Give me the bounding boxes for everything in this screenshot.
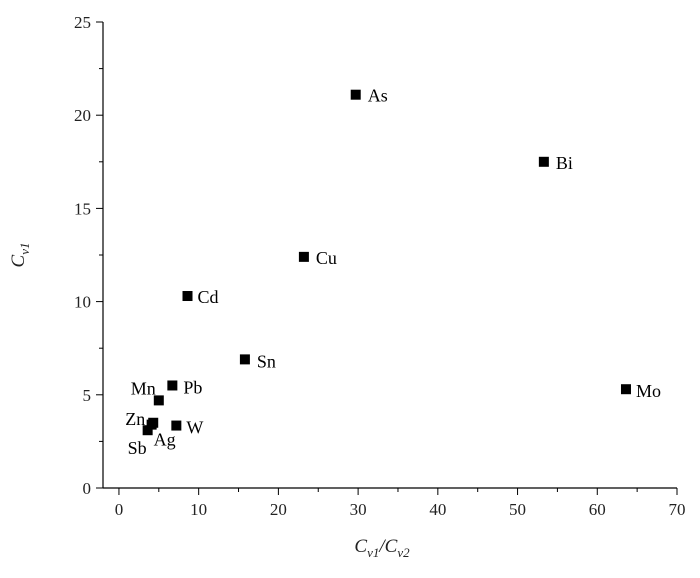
data-point-bi [538, 156, 549, 167]
point-label-cd: Cd [198, 287, 219, 307]
x-tick-label: 30 [350, 500, 367, 519]
point-label-bi: Bi [556, 153, 573, 173]
y-tick-label: 0 [83, 479, 92, 498]
x-tick-label: 20 [270, 500, 287, 519]
point-label-mo: Mo [636, 381, 661, 401]
data-point-sb [142, 425, 153, 436]
data-point-cd [182, 291, 193, 302]
point-label-w: W [186, 418, 203, 438]
point-label-sn: Sn [257, 351, 276, 371]
x-tick-label: 0 [115, 500, 124, 519]
data-point-sn [239, 354, 250, 365]
data-points [142, 89, 631, 436]
x-tick-label: 40 [429, 500, 446, 519]
x-tick-label: 70 [669, 500, 686, 519]
y-tick-label: 20 [74, 106, 91, 125]
y-tick-label: 25 [74, 13, 91, 32]
ticks: 0 10 20 30 40 50 60 70 0 5 10 15 20 25 [74, 13, 686, 519]
point-labels: As Bi Cu Cd Sn Mo Pb Mn Zn W Sb Ag [125, 86, 661, 459]
x-tick-label: 50 [509, 500, 526, 519]
data-point-as [350, 89, 361, 100]
data-point-mn [153, 395, 164, 406]
y-tick-label: 15 [74, 199, 91, 218]
data-point-ag [146, 419, 157, 430]
x-axis-title: Cv1/Cv2 [354, 536, 410, 560]
data-point-pb [167, 380, 178, 391]
x-tick-label: 10 [190, 500, 207, 519]
point-label-ag: Ag [154, 430, 176, 450]
y-axis-title: Cv1 [8, 243, 32, 268]
y-tick-label: 5 [83, 386, 92, 405]
x-tick-label: 60 [589, 500, 606, 519]
data-point-cu [298, 251, 309, 262]
y-tick-label: 10 [74, 293, 91, 312]
point-label-mn: Mn [131, 378, 156, 398]
point-label-as: As [368, 86, 388, 106]
point-label-pb: Pb [183, 377, 202, 397]
point-label-zn: Zn [125, 409, 145, 429]
point-label-sb: Sb [128, 438, 147, 458]
data-point-w [171, 420, 182, 431]
point-label-cu: Cu [316, 248, 337, 268]
data-point-mo [620, 384, 631, 395]
